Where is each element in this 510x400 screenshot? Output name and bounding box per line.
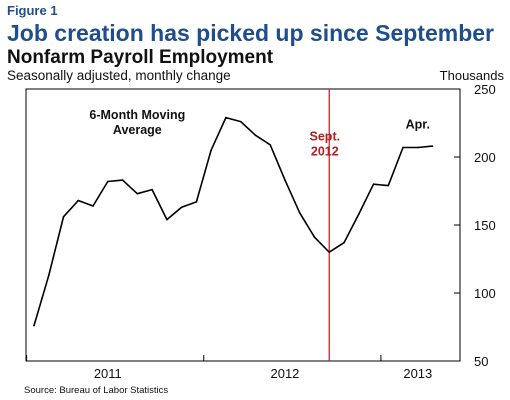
x-tick-label: 2012 (270, 366, 299, 381)
annotation-label: Sept. 2012 (310, 130, 341, 159)
data-point (387, 184, 390, 187)
series-line-payroll (33, 116, 433, 326)
data-point (357, 213, 360, 215)
data-point (225, 116, 227, 119)
y-ticks: 50 100 150 200 250 (454, 82, 496, 369)
data-point (33, 324, 35, 327)
annotations: 6-Month Moving Average Sept. 2012 Apr. (89, 108, 430, 159)
y-tick-label: 50 (474, 354, 488, 369)
data-point (77, 199, 80, 202)
plot-frame (25, 88, 461, 362)
y-tick-label: 100 (474, 286, 496, 301)
data-point (195, 201, 198, 203)
data-point (180, 206, 183, 209)
chart-title: Job creation has picked up since Septemb… (7, 20, 494, 46)
figure-label: Figure 1 (7, 3, 58, 18)
data-point (151, 188, 153, 191)
data-point (417, 146, 419, 149)
data-point (210, 149, 212, 151)
series-group (33, 116, 434, 327)
data-point (298, 211, 301, 214)
data-point (107, 180, 109, 183)
x-tick-label: 2011 (94, 366, 122, 381)
data-point (239, 120, 242, 123)
annotation-label: 6-Month Moving Average (89, 108, 185, 137)
source-note: Source: Bureau of Labor Statistics (24, 385, 169, 396)
data-point (343, 241, 345, 244)
data-point (136, 192, 139, 195)
y-tick-label: 250 (474, 82, 496, 97)
data-point (372, 183, 375, 185)
y-tick-label: 150 (474, 218, 496, 233)
chart-note: Seasonally adjusted, monthly change (7, 68, 231, 83)
data-point (431, 145, 434, 147)
data-point (47, 274, 50, 277)
data-point (402, 146, 404, 149)
data-point (269, 143, 271, 146)
data-point (284, 179, 286, 181)
data-point (166, 218, 168, 221)
y-tick-label: 200 (474, 150, 496, 165)
data-point (328, 251, 331, 253)
x-ticks: 2011 2012 2013 (26, 355, 432, 381)
data-point (313, 236, 316, 239)
annotation-label: Apr. (406, 117, 430, 131)
chart-subtitle: Nonfarm Payroll Employment (7, 47, 274, 68)
x-tick-label: 2013 (403, 366, 432, 381)
data-point (62, 216, 65, 218)
data-point (92, 205, 94, 207)
data-point (254, 134, 257, 137)
y-axis-units: Thousands (439, 68, 504, 83)
data-point (121, 179, 124, 181)
